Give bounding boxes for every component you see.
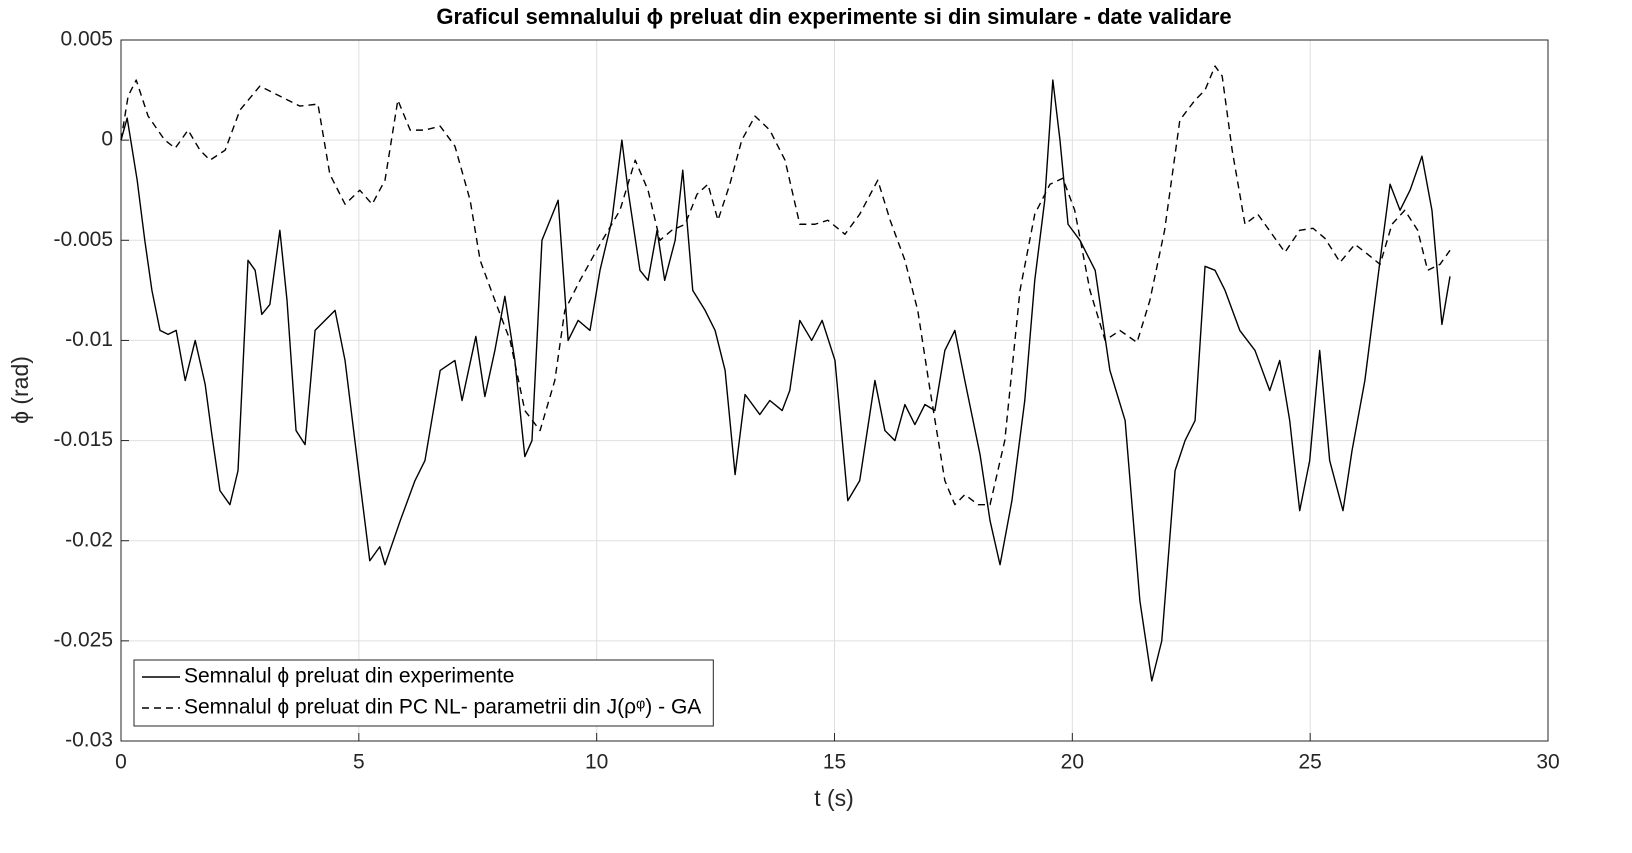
x-tick-label: 5 — [353, 751, 365, 774]
y-tick-label: -0.025 — [53, 628, 113, 651]
legend-box — [133, 659, 714, 727]
chart-title: Graficul semnalului ϕ preluat din experi… — [436, 4, 1231, 29]
y-tick-label: -0.005 — [53, 228, 113, 251]
y-tick-label: -0.015 — [53, 428, 113, 451]
y-tick-label: -0.02 — [65, 528, 113, 551]
y-tick-label: -0.03 — [65, 729, 113, 752]
x-tick-label: 20 — [1061, 751, 1084, 774]
x-tick-label: 25 — [1298, 751, 1321, 774]
x-tick-label: 0 — [115, 751, 127, 774]
plot-frame — [120, 39, 1549, 742]
y-tick-label: 0 — [101, 128, 113, 151]
x-tick-label: 30 — [1536, 751, 1559, 774]
x-axis-label: t (s) — [814, 785, 854, 811]
y-tick-label: 0.005 — [60, 28, 113, 51]
data-line — [120, 65, 1451, 506]
y-tick-label: -0.01 — [65, 328, 113, 351]
legend-label: Semnalul ϕ preluat din experimente — [184, 665, 514, 688]
legend-label: Semnalul ϕ preluat din PC NL- parametrii… — [184, 696, 701, 719]
x-tick-label: 10 — [585, 751, 608, 774]
x-tick-label: 15 — [823, 751, 846, 774]
y-axis-label: ϕ (rad) — [7, 356, 33, 424]
data-line — [120, 79, 1451, 682]
